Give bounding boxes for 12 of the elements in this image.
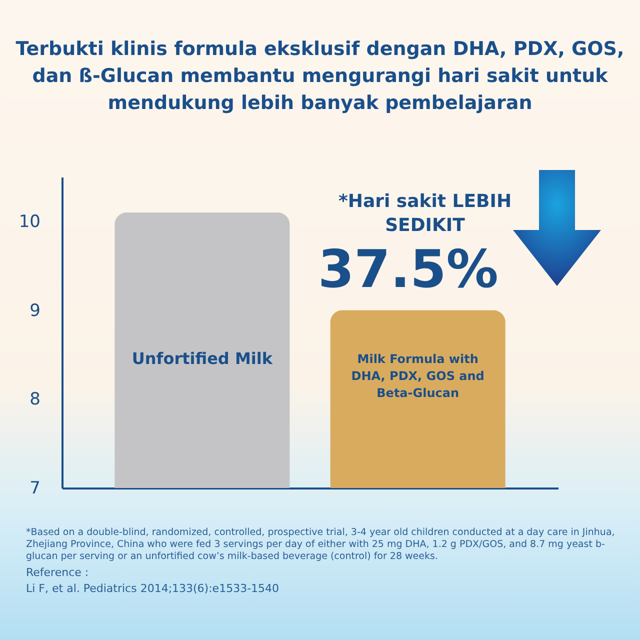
x-tick-label: Unfortified Milk xyxy=(132,349,273,368)
chart-title: Terbukti klinis formula eksklusif dengan DHA, PDX, GOS, dan ß-Glucan membantu mengurangi hari sakit untuk mendukung lebih banyak pembelajaran xyxy=(14,37,626,116)
y-tick-label: 9 xyxy=(30,300,40,321)
text: Li F, et al. Pediatrics 2014;133(6):e1533-1540 xyxy=(26,582,280,595)
x-tick-label: Milk Formula with DHA, PDX, GOS and Beta-Glucan xyxy=(351,352,484,400)
text: Reference : xyxy=(26,566,89,579)
y-tick-label: 8 xyxy=(30,390,40,410)
text: *Based on a double-blind, randomized, controlled, prospective trial, 3-4 year old children conducted at a day care in Jinhua, Zhejiang Province, China who were fed 3 servings per day of either with 25 mg DHA, 1.2 g PDX/GOS, and 8.7 mg yeast b-glucan per serving or an unfortified cow’s milk-based beverage (control) for 28 weeks. xyxy=(26,527,616,563)
y-tick-label: 10 xyxy=(18,212,40,232)
annotation: *Hari sakit LEBIH SEDIKIT xyxy=(337,190,513,238)
y-tick-label: 7 xyxy=(30,478,40,498)
annotation: 37.5% xyxy=(318,240,498,300)
